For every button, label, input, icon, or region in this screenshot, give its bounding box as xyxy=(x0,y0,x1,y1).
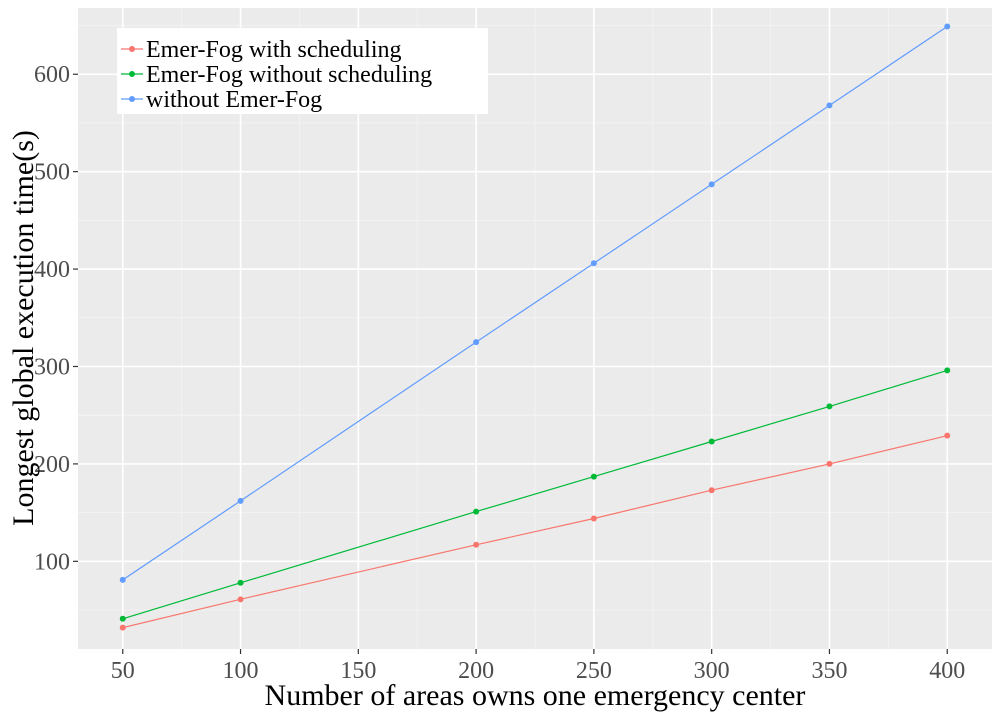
y-tick-label: 500 xyxy=(34,160,70,186)
y-tick-label: 400 xyxy=(34,257,70,283)
series-layer xyxy=(119,23,951,631)
data-point xyxy=(944,432,951,439)
y-tick-labels: 100 200 300 400 500 600 xyxy=(34,62,70,575)
data-point xyxy=(826,460,833,467)
data-point xyxy=(708,438,715,445)
data-point xyxy=(119,615,126,622)
y-tick-label: 600 xyxy=(34,62,70,88)
x-tick-label: 150 xyxy=(340,658,376,684)
legend-label: without Emer-Fog xyxy=(146,87,322,113)
y-tick-label: 100 xyxy=(34,549,70,575)
x-tick-labels: 50 100 150 200 250 300 350 400 xyxy=(111,658,965,684)
data-point xyxy=(590,515,597,522)
data-point xyxy=(473,541,480,548)
legend-key-point xyxy=(129,71,135,77)
data-point xyxy=(119,624,126,631)
data-point xyxy=(826,102,833,109)
data-point xyxy=(944,367,951,374)
data-point xyxy=(237,579,244,586)
x-tick-label: 50 xyxy=(111,658,135,684)
x-tick-label: 350 xyxy=(811,658,847,684)
legend-label: Emer-Fog with scheduling xyxy=(146,37,401,63)
data-point xyxy=(826,403,833,410)
data-point xyxy=(119,576,126,583)
x-tick-label: 100 xyxy=(223,658,259,684)
axis-ticks xyxy=(73,73,948,654)
data-point xyxy=(944,23,951,30)
x-tick-label: 250 xyxy=(576,658,612,684)
data-point xyxy=(590,260,597,267)
data-point xyxy=(590,473,597,480)
minor-gridlines xyxy=(78,8,992,649)
x-tick-label: 200 xyxy=(458,658,494,684)
x-tick-label: 300 xyxy=(694,658,730,684)
data-point xyxy=(237,497,244,504)
x-axis-title: Number of areas owns one emergency cente… xyxy=(265,679,806,712)
x-tick-label: 400 xyxy=(929,658,965,684)
data-point xyxy=(708,181,715,188)
y-axis-title: Longest global execution time(s) xyxy=(7,130,40,526)
data-point xyxy=(237,596,244,603)
y-tick-label: 200 xyxy=(34,452,70,478)
data-point xyxy=(708,487,715,494)
data-point xyxy=(473,339,480,346)
legend-key-point xyxy=(129,96,135,102)
legend-box xyxy=(117,28,488,114)
data-point xyxy=(473,508,480,515)
y-tick-label: 300 xyxy=(34,354,70,380)
legend-label: Emer-Fog without scheduling xyxy=(146,62,432,88)
legend-key-point xyxy=(129,46,135,52)
